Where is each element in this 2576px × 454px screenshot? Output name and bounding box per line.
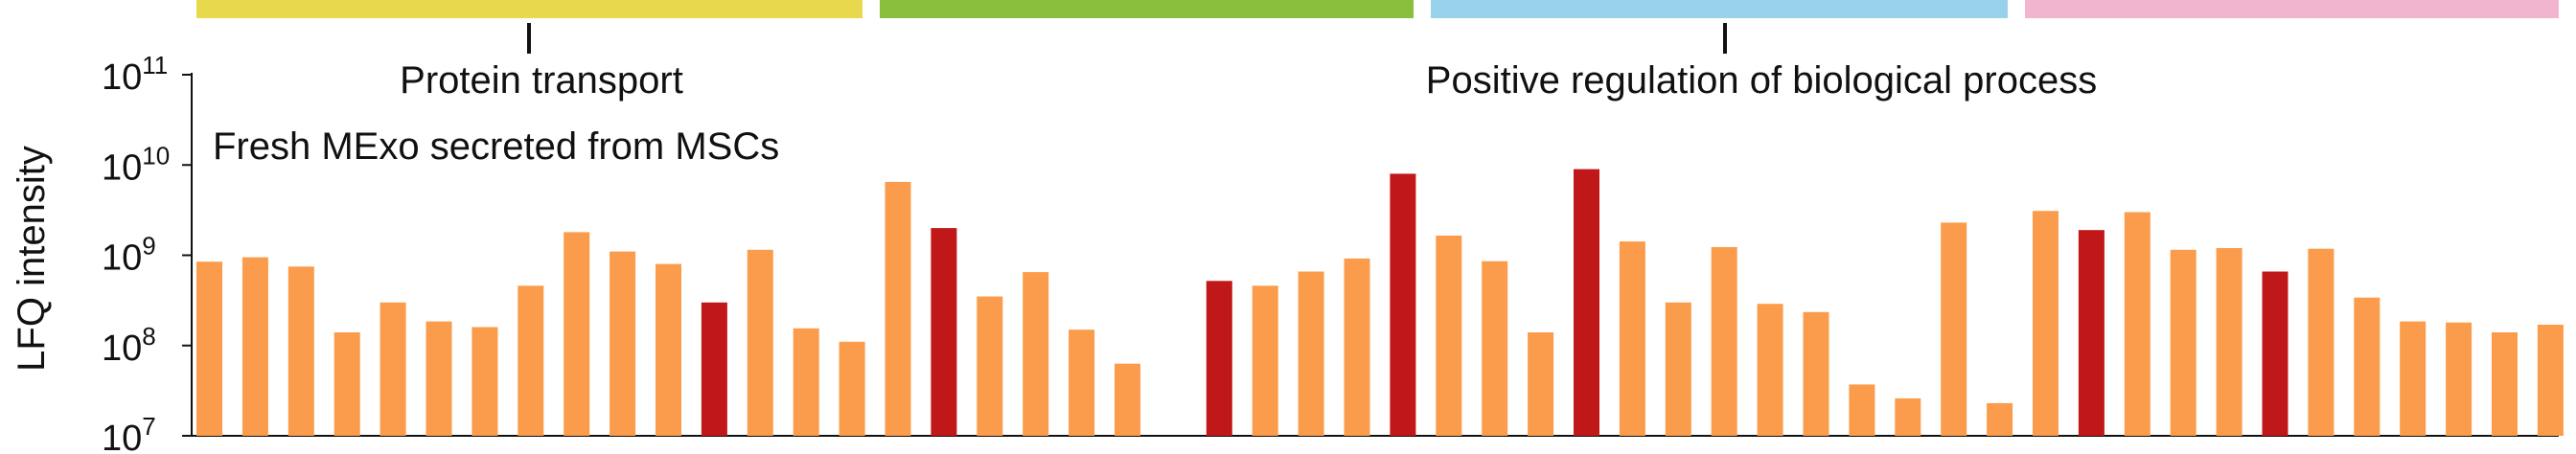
bar-46-highlighted (2262, 271, 2288, 436)
bar-8 (518, 285, 544, 436)
bar-49 (2400, 321, 2426, 436)
y-tick-label-9: 109 (102, 232, 156, 279)
bar-16 (885, 181, 911, 436)
chart-title: Fresh MExo secreted from MSCs (213, 125, 779, 168)
bars (196, 169, 2564, 436)
bar-28 (1436, 236, 1462, 436)
bar-51 (2492, 332, 2518, 436)
bar-14 (793, 328, 819, 436)
bar-33 (1665, 302, 1691, 436)
bar-10 (610, 251, 636, 436)
bar-32 (1619, 241, 1645, 436)
bar-42-highlighted (2078, 230, 2104, 436)
bar-1 (196, 261, 222, 436)
bar-36 (1803, 311, 1829, 436)
bar-29 (1482, 261, 1508, 436)
bar-39 (1941, 222, 1967, 436)
bar-45 (2216, 248, 2242, 436)
bar-47 (2308, 248, 2334, 436)
y-tick-label-10: 1010 (102, 141, 170, 188)
bar-12-highlighted (701, 302, 727, 436)
bar-43 (2124, 212, 2150, 436)
bar-24 (1252, 285, 1278, 436)
bar-20 (1069, 329, 1095, 436)
y-tick-label-8: 108 (102, 322, 156, 369)
bar-3 (288, 266, 314, 436)
y-tick-label-7: 107 (102, 412, 156, 454)
y-axis-ticks: 107 108 109 1010 1011 (102, 51, 192, 454)
bar-17-highlighted (931, 228, 957, 436)
y-axis-label: LFQ intensity (11, 146, 53, 372)
bar-2 (242, 257, 268, 436)
bar-44 (2170, 249, 2196, 436)
group-bar-1 (196, 0, 862, 18)
bar-35 (1757, 304, 1783, 436)
bar-26 (1344, 258, 1370, 436)
bar-9 (564, 232, 590, 436)
bar-34 (1711, 247, 1737, 436)
y-tick-label-11: 1011 (102, 51, 168, 98)
group-color-bars (196, 0, 2559, 18)
bar-37 (1849, 384, 1875, 436)
bar-13 (747, 249, 773, 436)
bar-27-highlighted (1390, 173, 1416, 436)
annotation-protein-transport: Protein transport (400, 59, 683, 102)
group-bar-4 (2025, 0, 2559, 18)
bar-31-highlighted (1574, 169, 1599, 436)
bar-50 (2446, 322, 2472, 436)
bar-15 (839, 341, 865, 436)
bar-18 (977, 296, 1003, 436)
bar-48 (2354, 297, 2380, 436)
bar-19 (1023, 272, 1049, 436)
bar-41 (2033, 211, 2058, 436)
bar-40 (1987, 402, 2013, 436)
bar-21 (1115, 363, 1140, 436)
annotation-positive-regulation: Positive regulation of biological proces… (1426, 59, 2097, 102)
group-bar-2 (880, 0, 1414, 18)
bar-38 (1895, 397, 1921, 436)
bar-6 (426, 321, 452, 436)
bar-5 (380, 302, 406, 436)
bar-7 (472, 327, 498, 436)
bar-4 (334, 332, 360, 436)
group-bar-3 (1431, 0, 2008, 18)
bar-25 (1298, 271, 1324, 436)
bar-30 (1528, 332, 1554, 436)
bar-23-highlighted (1206, 281, 1232, 436)
bar-52 (2537, 325, 2564, 436)
bar-11 (656, 263, 681, 436)
